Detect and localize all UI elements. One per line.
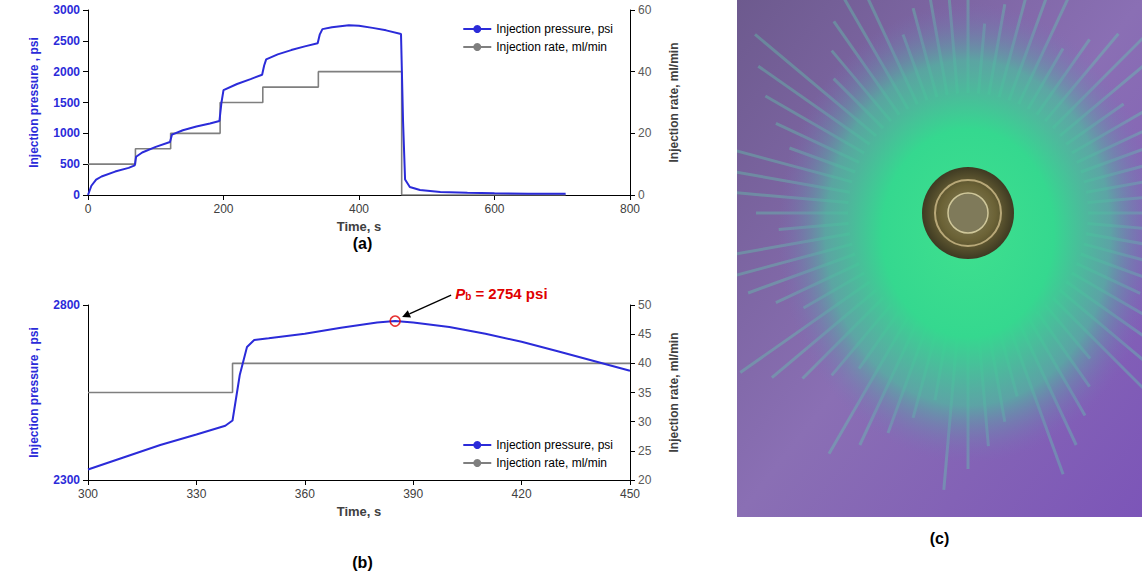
svg-text:500: 500: [60, 157, 80, 171]
svg-text:3000: 3000: [53, 3, 80, 17]
svg-text:0: 0: [85, 202, 92, 216]
svg-text:60: 60: [638, 3, 652, 17]
svg-text:40: 40: [638, 356, 652, 370]
svg-text:0: 0: [638, 188, 645, 202]
svg-text:45: 45: [638, 327, 652, 341]
svg-text:450: 450: [620, 487, 640, 501]
svg-text:25: 25: [638, 444, 652, 458]
svg-text:20: 20: [638, 126, 652, 140]
svg-text:300: 300: [78, 487, 98, 501]
svg-text:Injection rate, ml/min: Injection rate, ml/min: [667, 42, 681, 162]
svg-text:Time, s: Time, s: [337, 219, 382, 234]
svg-text:1500: 1500: [53, 96, 80, 110]
svg-text:420: 420: [512, 487, 532, 501]
svg-text:Time, s: Time, s: [337, 504, 382, 519]
svg-text:Injection pressure, psi: Injection pressure, psi: [496, 22, 613, 36]
svg-text:800: 800: [620, 202, 640, 216]
svg-text:400: 400: [349, 202, 369, 216]
svg-text:Injection rate, ml/min: Injection rate, ml/min: [496, 40, 607, 54]
svg-text:Injection pressure , psi: Injection pressure , psi: [27, 37, 41, 168]
svg-text:1000: 1000: [53, 126, 80, 140]
svg-text:Injection pressure , psi: Injection pressure , psi: [27, 327, 41, 458]
svg-text:30: 30: [638, 415, 652, 429]
svg-text:Injection rate, ml/min: Injection rate, ml/min: [667, 332, 681, 452]
svg-text:330: 330: [186, 487, 206, 501]
svg-text:0: 0: [73, 188, 80, 202]
svg-text:2500: 2500: [53, 34, 80, 48]
svg-text:(a): (a): [353, 235, 373, 252]
svg-text:600: 600: [484, 202, 504, 216]
svg-text:2800: 2800: [53, 298, 80, 312]
svg-text:2000: 2000: [53, 65, 80, 79]
svg-text:Injection pressure, psi: Injection pressure, psi: [496, 438, 613, 452]
svg-text:20: 20: [638, 473, 652, 487]
svg-text:50: 50: [638, 298, 652, 312]
svg-text:35: 35: [638, 386, 652, 400]
svg-text:390: 390: [403, 487, 423, 501]
html-text:(c): (c): [929, 530, 950, 547]
svg-text:360: 360: [295, 487, 315, 501]
svg-text:Injection rate, ml/min: Injection rate, ml/min: [496, 456, 607, 470]
svg-text:= 2754 psi: = 2754 psi: [471, 285, 547, 302]
svg-text:200: 200: [213, 202, 233, 216]
svg-text:2300: 2300: [53, 473, 80, 487]
html-text:Pb: Pb: [455, 284, 472, 302]
svg-text:(b): (b): [352, 554, 372, 571]
svg-text:40: 40: [638, 65, 652, 79]
